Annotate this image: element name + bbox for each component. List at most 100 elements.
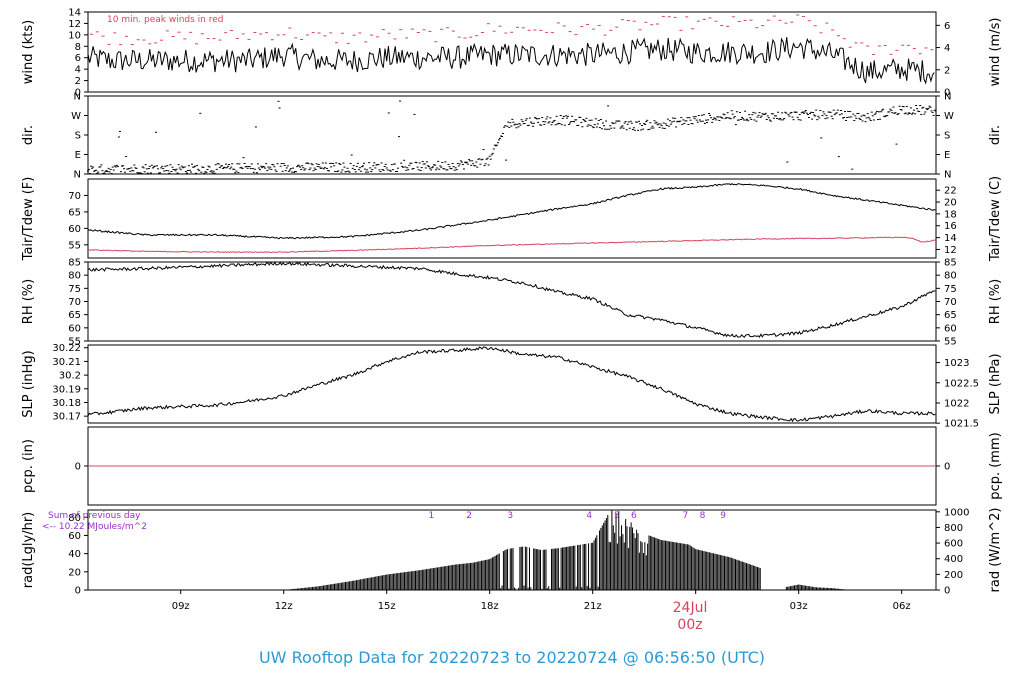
- right-tick-label: W: [944, 111, 954, 122]
- ylabel-left-temp: Tair/Tdew (F): [21, 177, 36, 262]
- date-marker-day: 24Jul: [672, 600, 708, 616]
- right-tick-label: 1021.5: [944, 419, 979, 430]
- panel-slp: [87, 344, 937, 424]
- right-tick-label: 1000: [944, 507, 969, 518]
- series-temp-1: [87, 236, 936, 254]
- ylabel-left-wind: wind (kts): [21, 20, 36, 84]
- right-tick-label: E: [944, 150, 950, 161]
- right-tick-label: 70: [944, 297, 957, 308]
- panel-rad: [87, 509, 937, 591]
- left-tick-label: 6: [75, 53, 81, 64]
- series-rh-0: [87, 261, 936, 338]
- right-tick-label: 65: [944, 310, 957, 321]
- left-tick-label: 0: [75, 462, 81, 473]
- rad-marker-9: 9: [720, 511, 726, 521]
- left-tick-label: 55: [68, 337, 81, 348]
- right-tick-label: 20: [944, 198, 957, 209]
- right-tick-label: 4: [944, 43, 950, 54]
- left-tick-label: 12: [68, 19, 81, 30]
- left-tick-label: N: [74, 92, 81, 103]
- left-tick-label: 30.18: [52, 398, 81, 409]
- rad-marker-2: 2: [466, 511, 472, 521]
- date-marker-hour: 00z: [677, 617, 703, 633]
- ylabel-right-slp: SLP (hPa): [988, 353, 1003, 414]
- left-tick-label: 4: [75, 65, 81, 76]
- left-tick-label: 65: [68, 310, 81, 321]
- panel-wind: [87, 11, 937, 93]
- ylabel-right-wind: wind (m/s): [988, 18, 1003, 87]
- left-tick-label: 30.2: [59, 371, 81, 382]
- right-tick-label: 0: [944, 586, 950, 597]
- right-tick-label: 80: [944, 271, 957, 282]
- ylabel-right-pcp: pcp. (mm): [988, 432, 1003, 499]
- rad-marker-3: 3: [507, 511, 513, 521]
- left-tick-label: 70: [68, 191, 81, 202]
- right-tick-label: 12: [944, 245, 957, 256]
- panel-frame-slp: [87, 344, 937, 424]
- right-tick-label: 75: [944, 284, 957, 295]
- right-tick-label: N: [944, 92, 951, 103]
- left-tick-label: S: [75, 131, 81, 142]
- left-tick-label: 30.21: [52, 357, 81, 368]
- left-tick-label: 20: [68, 567, 81, 578]
- panel-pcp: [87, 426, 937, 506]
- left-tick-label: 0: [75, 88, 81, 99]
- left-tick-label: 55: [68, 240, 81, 251]
- left-tick-label: W: [71, 111, 81, 122]
- right-tick-label: N: [944, 170, 951, 181]
- x-tick-label: 03z: [790, 601, 808, 612]
- x-tick-label: 21z: [584, 601, 602, 612]
- ylabel-right-rad: rad (W/m^2): [988, 508, 1003, 593]
- left-tick-label: 85: [68, 258, 81, 269]
- right-tick-label: 400: [944, 554, 963, 565]
- panel-frame-wind: [87, 11, 937, 93]
- left-tick-label: 60: [68, 323, 81, 334]
- series-slp-0: [87, 346, 936, 423]
- left-tick-label: 30.22: [52, 343, 81, 354]
- left-tick-label: N: [74, 170, 81, 181]
- right-tick-label: 18: [944, 209, 957, 220]
- x-tick-label: 15z: [378, 601, 396, 612]
- date-marker-label: 24Jul 00z: [640, 600, 740, 634]
- right-tick-label: 2: [944, 65, 950, 76]
- left-tick-label: 70: [68, 297, 81, 308]
- left-tick-label: 10: [68, 30, 81, 41]
- left-tick-label: 60: [68, 224, 81, 235]
- ylabel-right-temp: Tair/Tdew (C): [988, 176, 1003, 262]
- rad-marker-6: 6: [631, 511, 637, 521]
- ylabel-right-rh: RH (%): [988, 279, 1003, 324]
- right-tick-label: 600: [944, 539, 963, 550]
- left-tick-label: E: [75, 150, 81, 161]
- right-tick-label: S: [944, 131, 950, 142]
- rad-marker-1: 1: [428, 511, 434, 521]
- right-tick-label: 85: [944, 258, 957, 269]
- right-tick-label: 1022: [944, 398, 969, 409]
- right-tick-label: 6: [944, 21, 950, 32]
- right-tick-label: 0: [944, 88, 950, 99]
- left-tick-label: 40: [68, 549, 81, 560]
- ylabel-left-rh: RH (%): [21, 279, 36, 324]
- series-wind-1: [89, 14, 934, 55]
- ylabel-left-pcp: pcp. (in): [21, 439, 36, 493]
- ylabel-left-rad: rad(Lgly/hr): [21, 512, 36, 588]
- ylabel-left-dir: dir.: [21, 125, 36, 145]
- left-tick-label: 14: [68, 8, 81, 19]
- rad-marker-5: 5: [614, 511, 620, 521]
- x-tick-label: 18z: [481, 601, 499, 612]
- series-dir-0: [87, 100, 937, 175]
- right-tick-label: 800: [944, 523, 963, 534]
- left-tick-label: 65: [68, 207, 81, 218]
- panel-frame-dir: [87, 95, 937, 175]
- left-tick-label: 0: [75, 586, 81, 597]
- right-tick-label: 1022.5: [944, 378, 979, 389]
- left-tick-label: 30.17: [52, 412, 81, 423]
- rad-annotation-sum: Sum of previous day: [48, 511, 141, 521]
- wind-annotation: 10 min. peak winds in red: [107, 15, 224, 25]
- series-wind-0: [87, 37, 935, 85]
- left-tick-label: 60: [68, 531, 81, 542]
- right-tick-label: 22: [944, 186, 957, 197]
- right-tick-label: 200: [944, 570, 963, 581]
- x-tick-label: 09z: [172, 601, 190, 612]
- left-tick-label: 80: [68, 271, 81, 282]
